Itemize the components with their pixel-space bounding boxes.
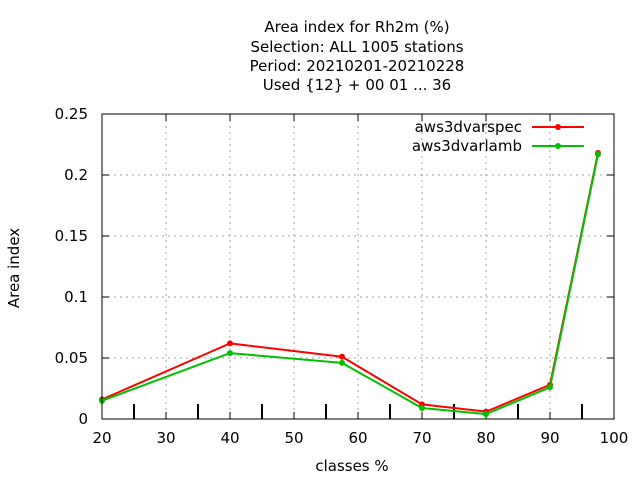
legend-label-aws3dvarlamb: aws3dvarlamb [412,137,522,155]
x-tick-label: 20 [92,429,111,447]
x-tick-label: 80 [476,429,495,447]
grid [102,114,614,419]
title-line-1: Area index for Rh2m (%) [264,18,449,36]
title-line-4: Used {12} + 00 01 ... 36 [263,76,451,94]
legend-label-aws3dvarspec: aws3dvarspec [415,118,522,136]
data-point-aws3dvarlamb [339,359,345,366]
title-line-2: Selection: ALL 1005 stations [250,38,463,56]
x-tick-label: 90 [540,429,559,447]
x-tick-label: 40 [220,429,239,447]
y-axis-label: Area index [5,228,23,308]
plot-frame [101,113,615,420]
x-tick-label: 70 [412,429,431,447]
y-tick-label: 0 [78,410,88,428]
y-tick-label: 0.1 [64,288,88,306]
data-point-aws3dvarlamb [595,151,601,158]
x-axis-label: classes % [315,457,388,475]
x-tick-label: 30 [156,429,175,447]
data-point-aws3dvarlamb [547,384,553,391]
x-tick-labels: 20 30 40 50 60 70 80 90 100 [92,429,628,447]
y-tick-label: 0.05 [55,349,88,367]
y-tick-label: 0.15 [55,227,88,245]
series [99,150,601,418]
title-line-3: Period: 20210201-20210228 [250,57,465,75]
x-tick-label: 100 [600,429,629,447]
legend-marker-aws3dvarlamb [555,143,561,149]
chart-title: Area index for Rh2m (%) Selection: ALL 1… [250,18,465,94]
x-tick-label: 50 [284,429,303,447]
data-point-aws3dvarlamb [483,411,489,418]
data-point-aws3dvarlamb [419,405,425,412]
y-tick-label: 0.2 [64,166,88,184]
legend-marker-aws3dvarspec [555,124,561,130]
data-point-aws3dvarlamb [227,350,233,357]
y-tick-labels: 0 0.05 0.1 0.15 0.2 0.25 [55,105,88,428]
data-point-aws3dvarspec [339,353,345,360]
y-tick-label: 0.25 [55,105,88,123]
data-point-aws3dvarspec [227,340,233,347]
x-tick-label: 60 [348,429,367,447]
series-line-aws3dvarlamb [101,154,599,416]
